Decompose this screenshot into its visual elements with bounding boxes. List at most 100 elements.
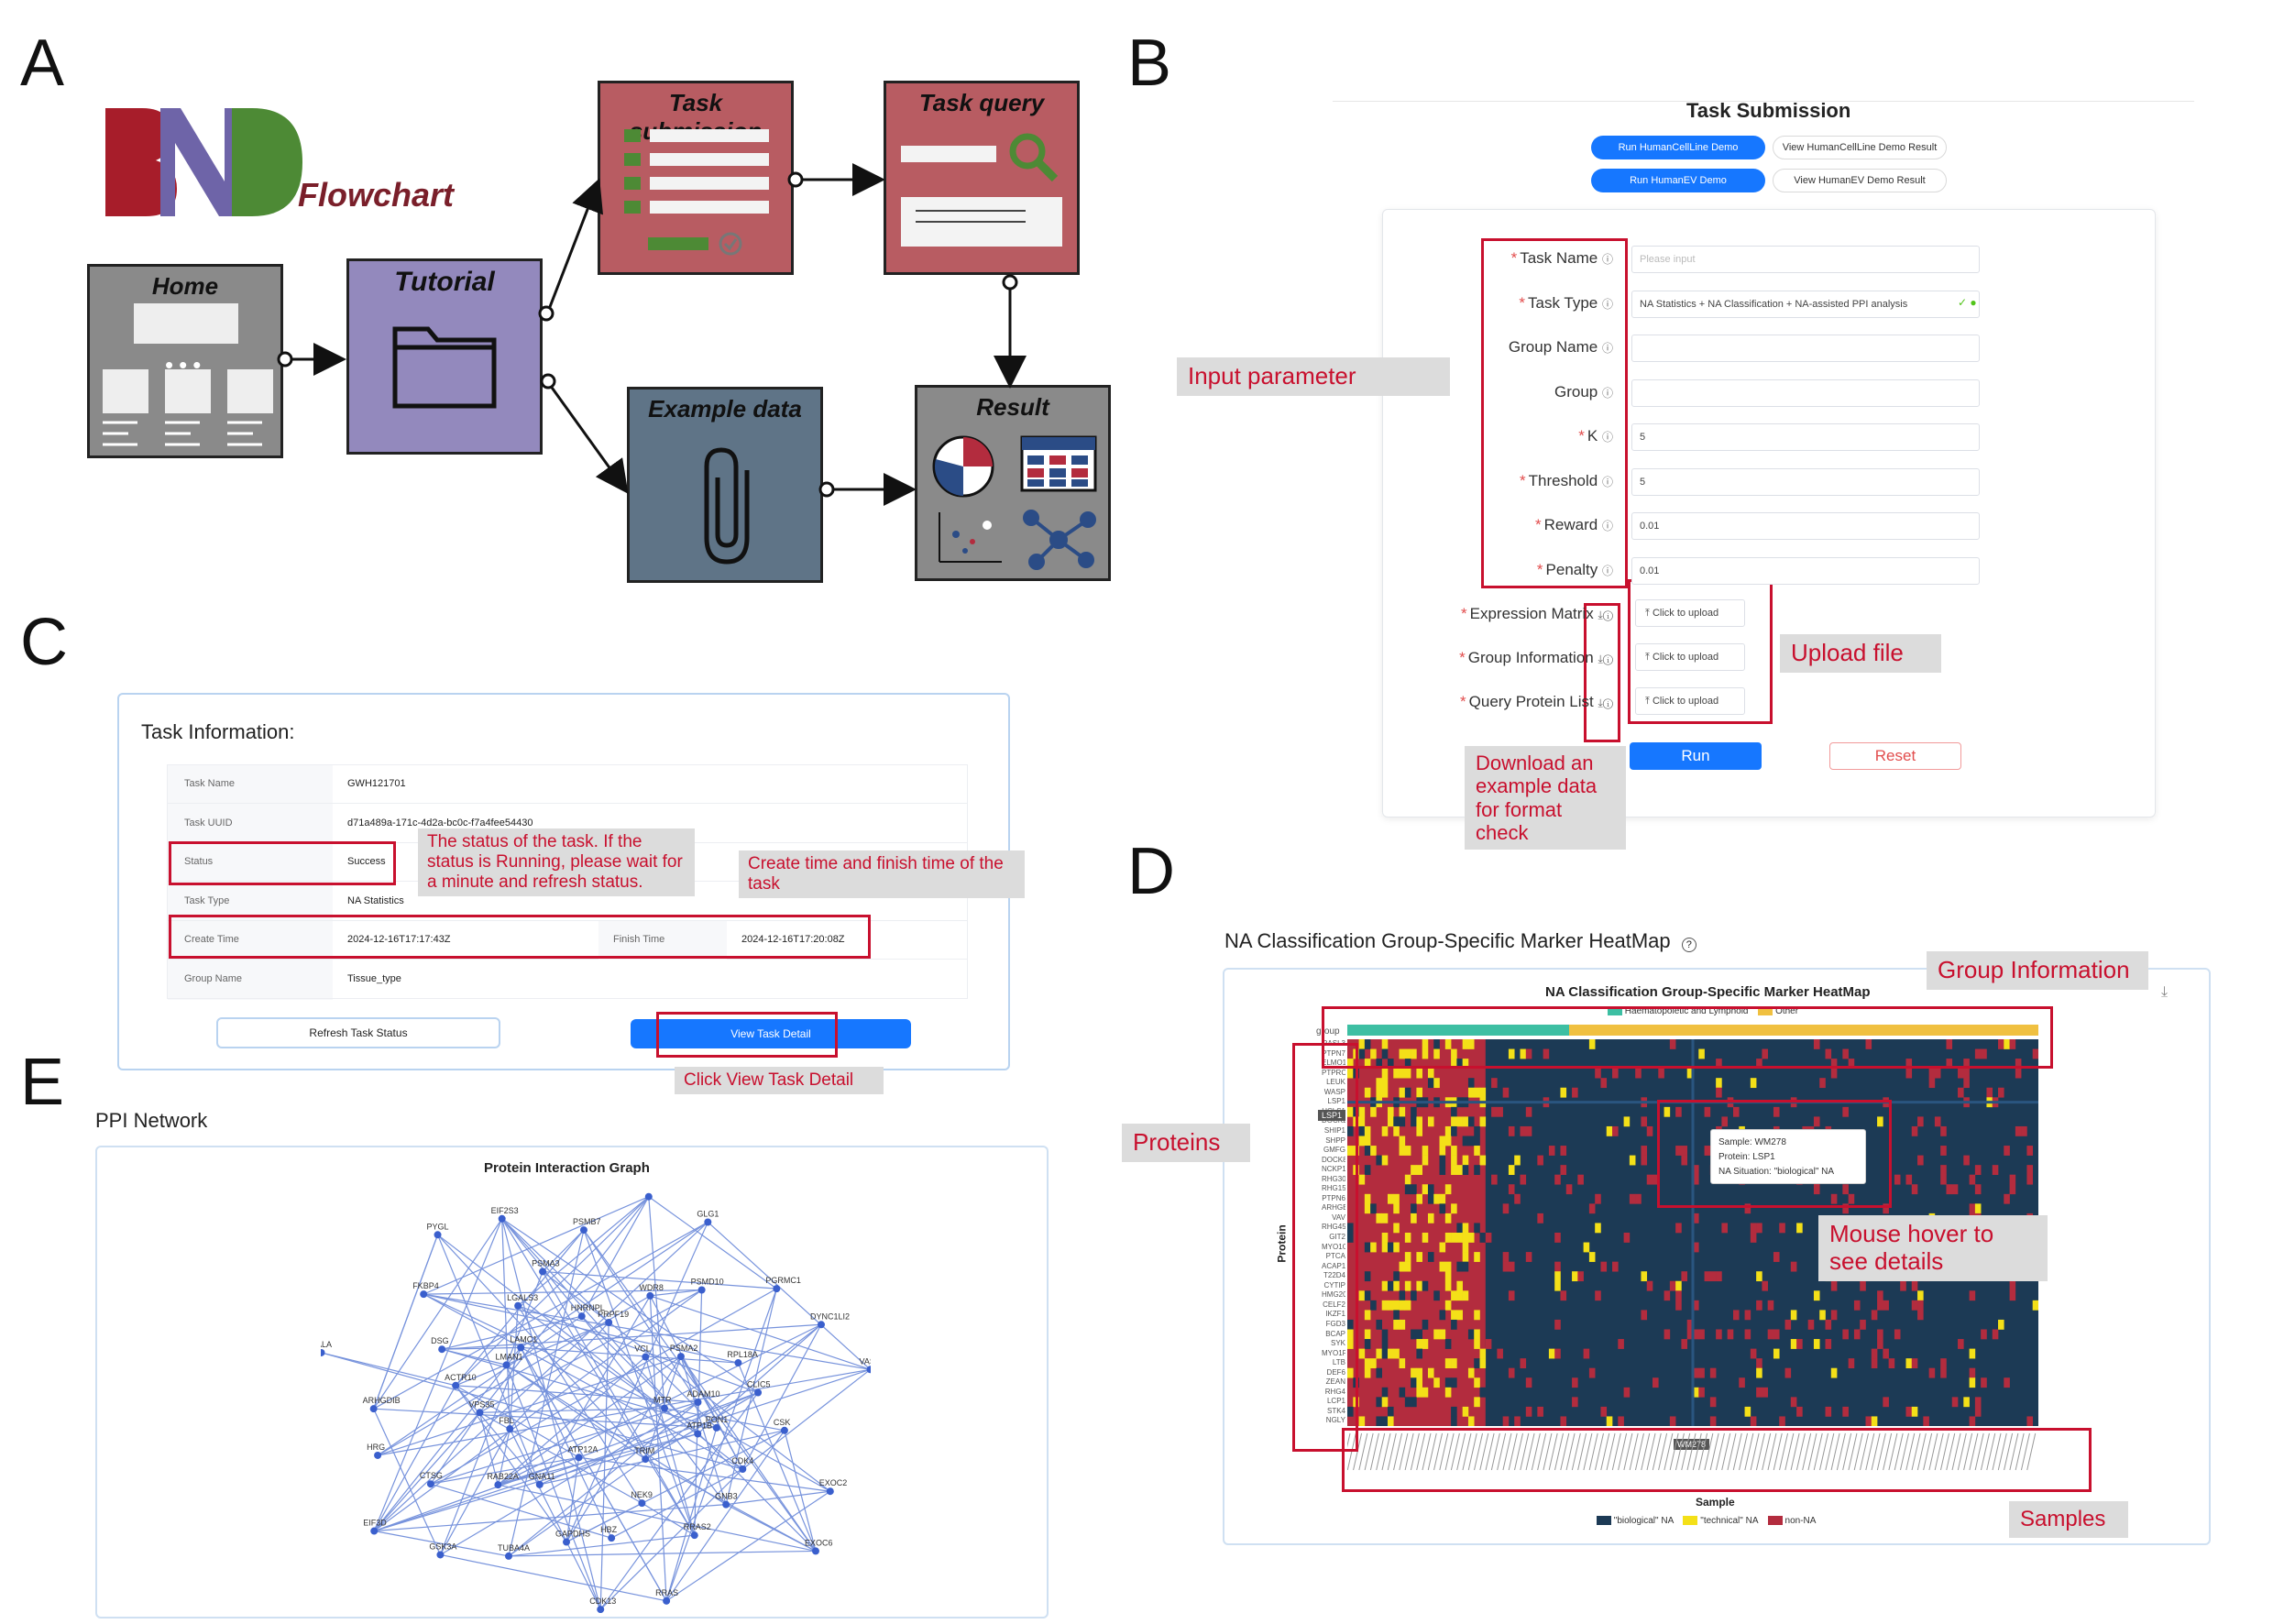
heatmap-cell[interactable] xyxy=(1439,1242,1446,1253)
heatmap-cell[interactable] xyxy=(1376,1397,1382,1408)
ppi-node[interactable] xyxy=(722,1500,730,1509)
heatmap-cell[interactable] xyxy=(1554,1174,1561,1185)
heatmap-cell[interactable] xyxy=(1704,1146,1711,1156)
heatmap-cell[interactable] xyxy=(1675,1146,1682,1156)
heatmap-cell[interactable] xyxy=(1508,1184,1515,1195)
heatmap-cell[interactable] xyxy=(1623,1233,1631,1243)
ppi-node[interactable] xyxy=(494,1481,502,1489)
ppi-node[interactable] xyxy=(575,1454,583,1462)
heatmap-cell[interactable] xyxy=(1347,1339,1354,1349)
heatmap-cell[interactable] xyxy=(1358,1039,1366,1049)
heatmap-cell[interactable] xyxy=(1693,1367,1699,1378)
ppi-node[interactable] xyxy=(539,1267,547,1276)
heatmap-cell[interactable] xyxy=(1974,1397,1982,1408)
heatmap-cell[interactable] xyxy=(1479,1155,1487,1166)
heatmap-cell[interactable] xyxy=(1963,1068,1970,1079)
heatmap-cell[interactable] xyxy=(1393,1348,1400,1359)
heatmap-cell[interactable] xyxy=(1422,1233,1429,1243)
ppi-node[interactable] xyxy=(597,1606,605,1613)
heatmap-cell[interactable] xyxy=(1940,1174,1947,1185)
heatmap-cell[interactable] xyxy=(1439,1146,1446,1156)
heatmap-cell[interactable] xyxy=(1444,1136,1452,1147)
heatmap-cell[interactable] xyxy=(1451,1106,1457,1117)
heatmap-cell[interactable] xyxy=(1693,1300,1699,1311)
heatmap-cell[interactable] xyxy=(1560,1416,1567,1426)
heatmap-cell[interactable] xyxy=(1502,1203,1510,1214)
heatmap-cell[interactable] xyxy=(1479,1116,1487,1127)
heatmap-cell[interactable] xyxy=(1347,1367,1354,1378)
heatmap-cell[interactable] xyxy=(1399,1048,1406,1059)
heatmap-cell[interactable] xyxy=(1612,1125,1619,1136)
heatmap-cell[interactable] xyxy=(1998,1087,2004,1098)
heatmap-cell[interactable] xyxy=(1411,1116,1417,1127)
heatmap-cell[interactable] xyxy=(1595,1068,1601,1079)
heatmap-cell[interactable] xyxy=(1444,1213,1452,1223)
heatmap-cell[interactable] xyxy=(2026,1146,2034,1156)
heatmap-cell[interactable] xyxy=(1467,1116,1475,1127)
ppi-node[interactable] xyxy=(644,1192,653,1201)
heatmap-cell[interactable] xyxy=(1588,1252,1596,1262)
heatmap-cell[interactable] xyxy=(1675,1223,1682,1234)
heatmap-cell[interactable] xyxy=(1393,1242,1400,1253)
heatmap-cell[interactable] xyxy=(1444,1271,1452,1282)
heatmap-cell[interactable] xyxy=(1364,1310,1371,1321)
heatmap-cell[interactable] xyxy=(1520,1174,1527,1185)
heatmap-cell[interactable] xyxy=(1422,1039,1429,1049)
heatmap-cell[interactable] xyxy=(1399,1136,1406,1147)
heatmap-cell[interactable] xyxy=(1358,1348,1366,1359)
heatmap-cell[interactable] xyxy=(1439,1203,1446,1214)
heatmap-cell[interactable] xyxy=(1411,1213,1417,1223)
heatmap-cell[interactable] xyxy=(1502,1087,1510,1098)
heatmap-cell[interactable] xyxy=(1439,1136,1446,1147)
heatmap-cell[interactable] xyxy=(1502,1416,1510,1426)
heatmap-cell[interactable] xyxy=(1588,1039,1596,1049)
heatmap-cell[interactable] xyxy=(1399,1146,1406,1156)
heatmap-cell[interactable] xyxy=(1451,1310,1457,1321)
heatmap-cell[interactable] xyxy=(1756,1223,1762,1234)
heatmap-cell[interactable] xyxy=(1641,1271,1648,1282)
heatmap-cell[interactable] xyxy=(1474,1310,1480,1321)
heatmap-cell[interactable] xyxy=(1716,1271,1722,1282)
heatmap-cell[interactable] xyxy=(1595,1193,1601,1204)
heatmap-cell[interactable] xyxy=(1554,1280,1561,1291)
help-icon[interactable]: ? xyxy=(1681,938,1697,952)
ppi-node[interactable] xyxy=(426,1480,434,1488)
heatmap-cell[interactable] xyxy=(1497,1348,1503,1359)
heatmap-cell[interactable] xyxy=(1474,1136,1480,1147)
ppi-node[interactable] xyxy=(638,1499,646,1508)
heatmap-cell[interactable] xyxy=(1364,1125,1371,1136)
heatmap-cell[interactable] xyxy=(1358,1416,1366,1426)
ppi-node[interactable] xyxy=(773,1285,781,1293)
ppi-node[interactable] xyxy=(661,1404,669,1412)
heatmap-cell[interactable] xyxy=(1877,1300,1883,1311)
heatmap-cell[interactable] xyxy=(1416,1125,1422,1136)
heatmap-cell[interactable] xyxy=(1940,1358,1947,1368)
heatmap-cell[interactable] xyxy=(1411,1290,1417,1301)
heatmap-cell[interactable] xyxy=(1934,1068,1941,1079)
heatmap-cell[interactable] xyxy=(1686,1319,1694,1330)
heatmap-cell[interactable] xyxy=(1716,1087,1722,1098)
heatmap-cell[interactable] xyxy=(1807,1319,1815,1330)
heatmap-cell[interactable] xyxy=(1998,1319,2004,1330)
heatmap-cell[interactable] xyxy=(2009,1290,2016,1301)
heatmap-cell[interactable] xyxy=(1358,1174,1366,1185)
heatmap-cell[interactable] xyxy=(1675,1280,1682,1291)
refresh-task-status-button[interactable]: Refresh Task Status xyxy=(216,1017,500,1048)
heatmap-cell[interactable] xyxy=(1572,1087,1578,1098)
ppi-node[interactable] xyxy=(374,1451,382,1459)
heatmap-cell[interactable] xyxy=(1451,1116,1457,1127)
heatmap-cell[interactable] xyxy=(1479,1087,1487,1098)
heatmap-cell[interactable] xyxy=(1946,1184,1953,1195)
heatmap-cell[interactable] xyxy=(1467,1416,1475,1426)
heatmap-cell[interactable] xyxy=(1928,1068,1936,1079)
heatmap-cell[interactable] xyxy=(1427,1252,1434,1262)
heatmap-cell[interactable] xyxy=(1399,1116,1406,1127)
heatmap-cell[interactable] xyxy=(1451,1319,1457,1330)
field-input-1[interactable]: NA Statistics + NA Classification + NA-a… xyxy=(1631,290,1980,318)
heatmap-cell[interactable] xyxy=(1474,1377,1480,1388)
heatmap-cell[interactable] xyxy=(1427,1116,1434,1127)
heatmap-cell[interactable] xyxy=(1416,1252,1422,1262)
heatmap-cell[interactable] xyxy=(1422,1048,1429,1059)
heatmap-cell[interactable] xyxy=(1381,1078,1389,1089)
heatmap-cell[interactable] xyxy=(1681,1155,1688,1166)
